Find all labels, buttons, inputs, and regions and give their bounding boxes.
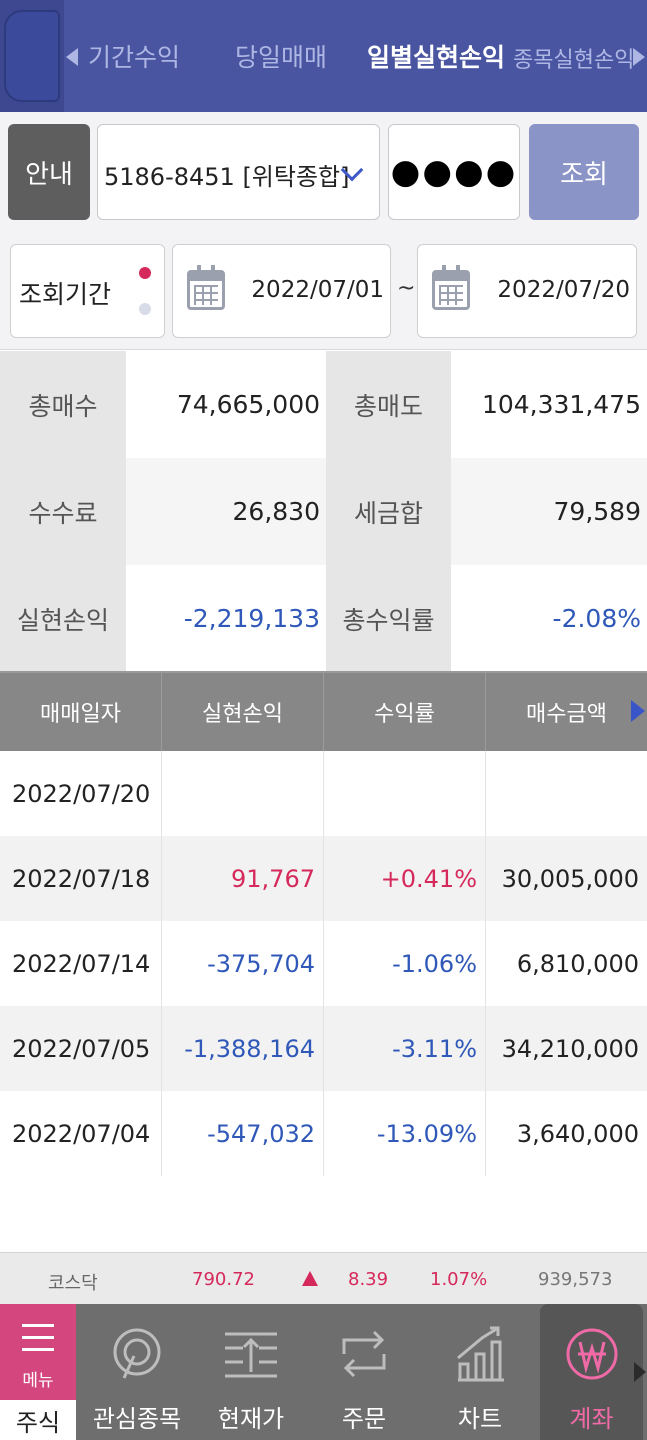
cell-date: 2022/07/18 [0,836,162,921]
search-button[interactable]: 조회 [529,124,639,220]
account-select[interactable]: 5186-8451 [위탁종합] [97,124,380,220]
cell-date: 2022/07/20 [0,751,162,836]
nav-current-price-label: 현재가 [217,1405,285,1433]
market-ticker[interactable]: 코스닥 790.72 8.39 1.07% 939,573 [0,1252,647,1304]
table-row[interactable]: 2022/07/20 [0,751,647,836]
end-date-value: 2022/07/20 [497,277,630,303]
tab-prev-arrow-icon[interactable] [66,48,78,66]
end-date-field[interactable]: 2022/07/20 [417,244,637,338]
target-icon [113,1328,161,1379]
header-bar [0,0,647,112]
table-row[interactable]: 2022/07/14 -375,704 -1.06% 6,810,000 [0,921,647,1006]
nav-watchlist[interactable]: 관심종목 [78,1304,196,1440]
tab-daily-realized[interactable]: 일별실현손익 [367,43,506,72]
total-return-value: -2.08% [451,565,647,672]
cell-rate: -3.11% [324,1006,486,1091]
date-separator: ~ [397,276,416,301]
nav-more-arrow-icon[interactable] [634,1362,646,1382]
tab-period-return[interactable]: 기간수익 [88,43,181,72]
total-buy-label: 총매수 [0,351,126,458]
up-triangle-icon [302,1271,318,1286]
nav-chart-label: 차트 [457,1405,503,1433]
cell-pnl: -375,704 [162,921,324,1006]
back-button[interactable] [0,0,64,112]
realized-pnl-value: -2,219,133 [126,565,326,672]
cell-date: 2022/07/14 [0,921,162,1006]
period-label: 조회기간 [19,280,112,309]
menu-label: 메뉴 [22,1371,54,1391]
table-row[interactable]: 2022/07/18 91,767 +0.41% 30,005,000 [0,836,647,921]
nav-chart[interactable]: 차트 [422,1304,538,1440]
col-header-buy[interactable]: 매수금액 [526,702,607,727]
tab-next-arrow-icon[interactable] [633,48,645,66]
total-sell-value: 104,331,475 [451,351,647,458]
ticker-index: 790.72 [192,1269,255,1290]
nav-order[interactable]: 주문 [306,1304,422,1440]
cell-date: 2022/07/04 [0,1091,162,1176]
cell-buy: 6,810,000 [516,949,639,978]
bottom-nav [0,1304,647,1440]
total-sell-label: 총매도 [326,351,451,458]
divider [0,671,647,673]
nav-account[interactable]: 계좌 [540,1304,643,1440]
tab-today-trade[interactable]: 당일매매 [235,43,328,72]
chart-up-icon [457,1326,504,1382]
cell-buy [486,751,647,836]
menu-button[interactable]: 메뉴 [0,1304,76,1400]
scroll-right-arrow-icon[interactable] [631,700,645,722]
calendar-icon [187,265,225,310]
ticker-name: 코스닥 [48,1273,98,1294]
exchange-arrows-icon [342,1330,386,1378]
cell-pnl: -547,032 [162,1091,324,1176]
cell-date: 2022/07/05 [0,1006,162,1091]
table-row[interactable]: 2022/07/05 -1,388,164 -3.11% 34,210,000 [0,1006,647,1091]
col-header-pnl[interactable]: 실현손익 [162,673,324,751]
total-buy-value: 74,665,000 [126,351,326,458]
cell-rate: -1.06% [324,921,486,1006]
tab-stock-realized[interactable]: 종목실현손익 [513,48,635,73]
account-value: 5186-8451 [위탁종합] [104,163,350,191]
start-date-value: 2022/07/01 [251,277,384,303]
cell-buy: 34,210,000 [501,1034,639,1063]
cell-buy: 3,640,000 [516,1119,639,1148]
total-return-label: 총수익률 [326,565,451,672]
table-header: 매매일자 실현손익 수익률 매수금액 [0,673,647,751]
page-indicator-active-icon [139,267,151,279]
calendar-icon [432,265,470,310]
period-toggle[interactable]: 조회기간 [10,244,165,338]
page-indicator-inactive-icon [139,303,151,315]
ticker-volume: 939,573 [538,1269,613,1290]
fee-value: 26,830 [126,458,326,565]
start-date-field[interactable]: 2022/07/01 [172,244,391,338]
cell-buy: 30,005,000 [501,864,639,893]
ticker-change: 8.39 [348,1269,389,1290]
tax-label: 세금합 [326,458,451,565]
nav-order-label: 주문 [341,1405,387,1433]
ticker-change-pct: 1.07% [430,1269,488,1290]
password-field[interactable]: ●●●● [388,124,520,220]
cell-pnl: -1,388,164 [162,1006,324,1091]
guide-button[interactable]: 안내 [8,124,90,220]
nav-account-label: 계좌 [569,1405,614,1433]
won-icon [566,1328,617,1380]
fee-label: 수수료 [0,458,126,565]
cell-rate [324,751,486,836]
cell-rate: +0.41% [324,836,486,921]
price-bars-icon [225,1332,277,1378]
back-button-shape [4,10,60,102]
cell-rate: -13.09% [324,1091,486,1176]
tax-value: 79,589 [451,458,647,565]
stock-tab[interactable]: 주식 [0,1400,76,1440]
table-row[interactable]: 2022/07/04 -547,032 -13.09% 3,640,000 [0,1091,647,1176]
cell-pnl [162,751,324,836]
nav-watchlist-label: 관심종목 [92,1405,182,1433]
realized-pnl-label: 실현손익 [0,565,126,672]
col-header-date[interactable]: 매매일자 [0,673,162,751]
nav-current-price[interactable]: 현재가 [196,1304,306,1440]
col-header-rate[interactable]: 수익률 [324,673,486,751]
cell-pnl: 91,767 [162,836,324,921]
